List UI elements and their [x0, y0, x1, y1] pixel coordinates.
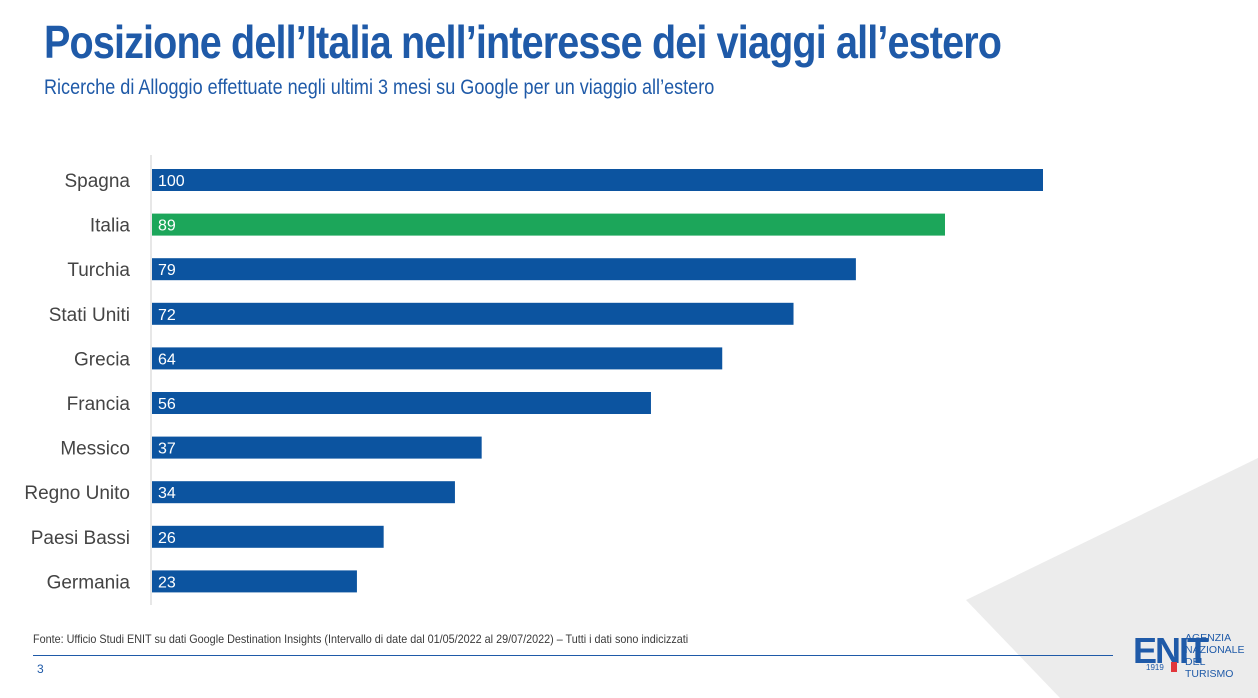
category-label: Regno Unito: [24, 483, 130, 504]
logo-text-line2: Nazionale: [1185, 644, 1245, 656]
bar: [152, 347, 723, 370]
category-label: Francia: [67, 394, 131, 415]
enit-logo: ENIT 1919 Agenzia Nazionale del Turismo: [1133, 632, 1245, 681]
logo-text-line1: Agenzia: [1185, 632, 1232, 644]
data-label: 79: [158, 262, 176, 279]
bar: [152, 392, 651, 414]
data-label: 56: [158, 396, 176, 413]
category-label: Italia: [90, 216, 131, 237]
category-label: Stati Uniti: [49, 305, 130, 326]
page-title: Posizione dell’Italia nell’interesse dei…: [44, 16, 1002, 68]
data-label: 89: [158, 218, 176, 235]
logo-year: 1919: [1146, 663, 1164, 672]
source-note: Fonte: Ufficio Studi ENIT su dati Google…: [33, 632, 689, 646]
logo-red-accent: [1171, 662, 1177, 672]
data-label: 72: [158, 307, 176, 324]
bar: [152, 436, 482, 459]
data-label: 64: [158, 351, 176, 368]
bar: [152, 169, 1043, 191]
data-label: 23: [158, 574, 176, 591]
category-label: Turchia: [67, 260, 130, 281]
category-label: Paesi Bassi: [31, 528, 130, 549]
logo-text: Agenzia Nazionale del Turismo: [1185, 632, 1255, 680]
bar-chart: Spagna 100 Italia 89 Turchia 79 Stati Uniti 72 G…: [24, 155, 1043, 605]
bar: [152, 258, 856, 281]
data-label: 34: [158, 485, 176, 502]
page-number: 3: [37, 662, 44, 676]
category-label: Germania: [47, 572, 131, 593]
bar: [152, 525, 384, 548]
data-label: 37: [158, 441, 176, 458]
logo-text-line3: del Turismo: [1185, 656, 1234, 680]
data-label: 26: [158, 530, 176, 547]
page-subtitle: Ricerche di Alloggio effettuate negli ul…: [44, 76, 715, 99]
bar: [152, 481, 455, 504]
bar: [152, 302, 794, 325]
footer-divider: [33, 655, 1113, 656]
bar: [152, 570, 357, 593]
bar: [152, 213, 945, 236]
data-label: 100: [158, 173, 185, 190]
category-label: Messico: [60, 439, 130, 460]
category-label: Spagna: [64, 171, 130, 192]
category-label: Grecia: [74, 349, 130, 370]
